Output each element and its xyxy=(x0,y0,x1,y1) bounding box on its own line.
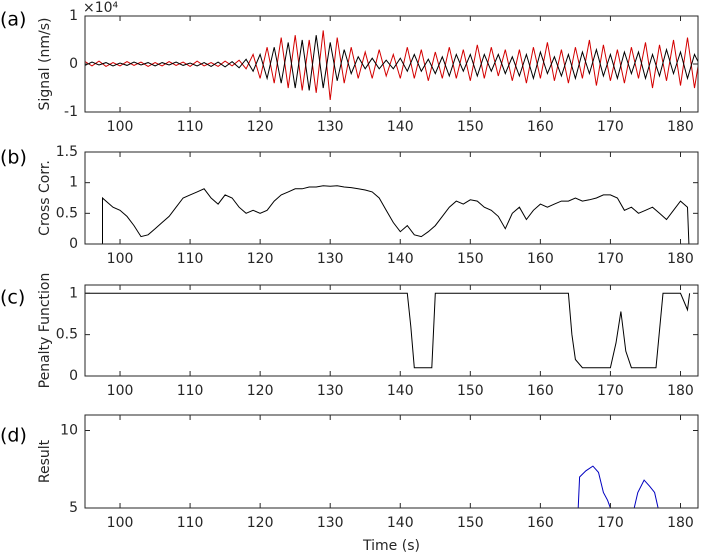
plot-area xyxy=(85,152,698,244)
x-tick-label: 170 xyxy=(597,119,624,135)
y-multiplier: ×10⁴ xyxy=(83,0,119,16)
x-tick-label: 120 xyxy=(247,383,274,399)
x-tick-label: 160 xyxy=(527,119,554,135)
y-tick-label: 1 xyxy=(69,285,78,301)
x-tick-label: 150 xyxy=(457,383,484,399)
x-tick-label: 120 xyxy=(247,515,274,531)
signal-line xyxy=(102,185,690,244)
x-tick-label: 130 xyxy=(317,119,344,135)
y-axis-label: Result xyxy=(37,439,53,483)
panel-label: (b) xyxy=(0,147,27,169)
y-axis-label: Penalty Function xyxy=(37,273,53,389)
y-tick-label: 1 xyxy=(69,8,78,24)
x-tick-label: 180 xyxy=(667,119,694,135)
signal-line xyxy=(85,292,691,369)
axes-box xyxy=(84,414,699,509)
signal-line xyxy=(85,30,698,101)
x-tick-label: 110 xyxy=(177,515,204,531)
x-tick-label: 170 xyxy=(597,383,624,399)
panel-label: (d) xyxy=(0,425,27,447)
plot-area xyxy=(85,16,698,112)
plot-area xyxy=(85,415,698,508)
x-axis-label: Time (s) xyxy=(362,538,420,554)
y-tick-label: 0 xyxy=(69,236,78,252)
y-tick-label: 0 xyxy=(69,368,78,384)
x-tick-label: 140 xyxy=(387,119,414,135)
x-tick-label: 110 xyxy=(177,251,204,267)
x-tick-label: 130 xyxy=(317,383,344,399)
axes-box xyxy=(84,284,699,377)
x-tick-label: 110 xyxy=(177,383,204,399)
panel: 100 110 120 130 140 150 160 170 180 0 0.5 1 1.5Cross… xyxy=(0,144,699,267)
axes-box xyxy=(84,151,699,245)
signal-line xyxy=(85,35,698,91)
x-tick-label: 170 xyxy=(597,251,624,267)
x-tick-label: 150 xyxy=(457,119,484,135)
panel-label: (c) xyxy=(0,287,25,309)
y-axis-label: Cross Corr. xyxy=(37,160,53,236)
x-tick-label: 140 xyxy=(387,515,414,531)
x-tick-label: 100 xyxy=(107,383,134,399)
y-axis-label: Signal (nm/s) xyxy=(37,18,53,111)
x-tick-label: 180 xyxy=(667,251,694,267)
x-tick-label: 160 xyxy=(527,251,554,267)
y-tick-label: -1 xyxy=(64,104,78,120)
y-tick-label: 0.5 xyxy=(56,205,78,221)
x-tick-label: 100 xyxy=(107,515,134,531)
panel: 100 110 120 130 140 150 160 170 180 -1 0 1 Signal (n… xyxy=(0,0,699,135)
panel-label: (a) xyxy=(0,9,26,31)
panel: 100 110 120 130 140 150 160 170 180 0 0.5 1 Penalty … xyxy=(0,273,699,399)
y-tick-label: 1 xyxy=(69,175,78,191)
x-tick-label: 120 xyxy=(247,119,274,135)
y-tick-label: 5 xyxy=(69,500,78,516)
x-tick-label: 110 xyxy=(177,119,204,135)
y-tick-label: 1.5 xyxy=(56,144,78,160)
x-tick-label: 180 xyxy=(667,383,694,399)
x-tick-label: 160 xyxy=(527,515,554,531)
x-tick-label: 100 xyxy=(107,119,134,135)
x-tick-label: 150 xyxy=(457,251,484,267)
x-tick-label: 130 xyxy=(317,251,344,267)
plot-area xyxy=(85,285,698,376)
x-tick-label: 100 xyxy=(107,251,134,267)
x-tick-label: 150 xyxy=(457,515,484,531)
panel: 100 110 120 130 140 150 160 170 180 5 10 Result (d) T… xyxy=(0,414,699,554)
x-tick-label: 140 xyxy=(387,383,414,399)
x-tick-label: 170 xyxy=(597,515,624,531)
y-tick-label: 0 xyxy=(69,56,78,72)
y-tick-label: 0.5 xyxy=(56,327,78,343)
x-tick-label: 130 xyxy=(317,515,344,531)
x-tick-label: 140 xyxy=(387,251,414,267)
y-tick-label: 10 xyxy=(60,423,78,439)
x-tick-label: 180 xyxy=(667,515,694,531)
x-tick-label: 120 xyxy=(247,251,274,267)
x-tick-label: 160 xyxy=(527,383,554,399)
signal-line xyxy=(577,465,659,508)
